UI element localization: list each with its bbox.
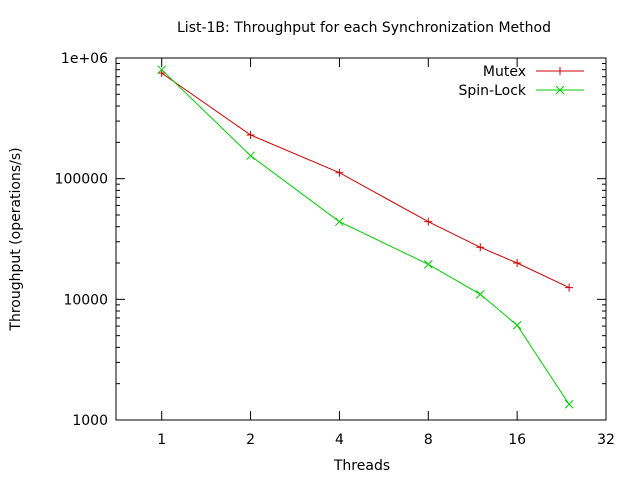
legend: Mutex Spin-Lock [458,64,584,99]
legend-label: Spin-Lock [458,83,526,99]
data-point-1 [565,283,574,292]
data-point-2 [423,259,433,269]
legend-marker [555,85,565,95]
y-axis: 1000 10000 100000 1e+06 [55,51,606,429]
legend-label: Mutex [483,64,526,80]
series-line-2 [161,69,570,405]
data-point-2 [157,65,167,75]
data-point-2 [475,289,485,299]
data-point-1 [476,243,485,252]
series-line-1 [161,72,570,289]
plot-frame [115,57,607,421]
data-point-2 [246,151,255,161]
data-point-1 [424,217,433,226]
data-point-1 [513,259,522,268]
x-tick-label: 8 [424,432,433,448]
y-tick-label: 1e+06 [61,51,108,67]
y-tick-label: 100000 [55,172,108,188]
data-point-1 [246,131,255,140]
x-tick-label: 1 [157,432,166,448]
data-point-2 [512,320,522,330]
data-point-1 [335,168,344,177]
series-layer [157,65,574,409]
legend-marker [556,67,564,75]
y-axis-label: Throughput (operations/s) [8,147,24,331]
x-tick-label: 32 [597,432,615,448]
x-axis: 1 2 4 8 16 32 [157,58,615,448]
x-tick-label: 4 [335,432,344,448]
data-point-2 [335,217,344,227]
chart-title: List-1B: Throughput for each Synchroniza… [177,20,551,36]
x-axis-label: Threads [333,458,390,474]
x-tick-label: 16 [508,432,526,448]
y-tick-label: 10000 [63,292,108,308]
y-tick-label: 1000 [72,413,108,429]
data-point-2 [564,399,574,409]
x-tick-label: 2 [246,432,255,448]
